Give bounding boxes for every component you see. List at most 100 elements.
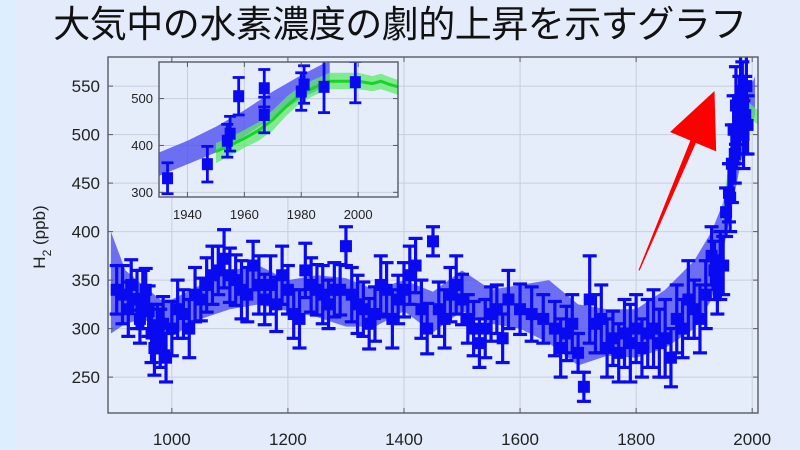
square-marker (345, 288, 358, 301)
square-marker (432, 303, 445, 316)
data-point (161, 161, 174, 196)
x-tick-label: 1200 (269, 430, 307, 449)
arrow-shape (638, 90, 717, 271)
square-marker (116, 288, 129, 301)
data-point (420, 301, 435, 356)
square-marker (177, 308, 190, 321)
square-marker (334, 283, 347, 296)
square-marker (659, 332, 672, 345)
data-point (232, 76, 245, 117)
square-marker (560, 327, 573, 340)
data-point (646, 288, 661, 370)
square-marker (693, 312, 706, 325)
data-point (716, 234, 731, 297)
square-marker (218, 252, 231, 265)
x-tick-label: 1400 (385, 430, 423, 449)
square-marker (572, 346, 585, 359)
square-marker (566, 317, 579, 330)
square-marker (688, 303, 701, 316)
x-tick-label: 1600 (501, 430, 539, 449)
square-marker (496, 332, 509, 345)
square-marker (165, 322, 178, 335)
data-point (478, 297, 493, 360)
square-marker (618, 327, 631, 340)
y-tick-label: 500 (131, 91, 153, 106)
data-point (228, 253, 243, 307)
square-marker (224, 127, 236, 140)
square-marker (467, 322, 480, 335)
main-tick-labels: 1000 1200 1400 1600 1800 2000 250 300 350 400 450 5… (72, 77, 771, 449)
square-marker (450, 278, 463, 291)
square-marker (479, 322, 492, 335)
x-tick-label: 1800 (617, 430, 655, 449)
y-tick-label: 400 (131, 138, 153, 153)
square-marker (276, 269, 289, 282)
data-point (576, 370, 591, 403)
data-point (224, 114, 237, 153)
y-tick-label: 300 (131, 185, 153, 200)
square-marker (670, 312, 683, 325)
square-marker (427, 235, 439, 248)
square-marker (339, 240, 352, 253)
square-marker (601, 342, 614, 355)
square-marker (456, 293, 469, 306)
main-data-points (109, 57, 755, 403)
square-marker (247, 259, 260, 272)
y-tick-label: 300 (72, 320, 100, 339)
data-point (501, 268, 516, 331)
data-point (698, 259, 713, 331)
square-marker (554, 342, 567, 355)
data-point (669, 283, 684, 355)
square-marker (514, 303, 527, 316)
data-point (182, 297, 197, 360)
data-point (402, 244, 417, 306)
data-point (663, 327, 678, 389)
square-marker (221, 134, 233, 147)
square-marker (212, 264, 225, 277)
square-marker (403, 269, 416, 282)
y-tick-label: 550 (72, 77, 100, 96)
square-marker (298, 78, 310, 91)
data-point (338, 225, 353, 268)
square-marker (682, 293, 695, 306)
axes-box (107, 56, 759, 414)
x-tick-label: 1960 (230, 207, 259, 222)
square-marker (444, 288, 457, 301)
square-marker (258, 82, 270, 95)
square-marker (183, 322, 196, 335)
square-marker (647, 322, 660, 335)
square-marker (258, 293, 271, 306)
square-marker (125, 278, 138, 291)
main-axes (107, 56, 759, 414)
square-marker (363, 317, 376, 330)
inset-plot: 1940 1960 1980 2000 300 400 500 (131, 61, 399, 222)
square-marker (316, 288, 329, 301)
square-marker (717, 259, 730, 272)
x-tick-label: 1940 (173, 207, 202, 222)
square-marker (200, 278, 213, 291)
square-marker (664, 351, 677, 364)
data-point (426, 225, 440, 258)
x-tick-label: 2000 (344, 207, 373, 222)
inset-tick-labels: 1940 1960 1980 2000 300 400 500 (131, 91, 372, 222)
square-marker (299, 264, 312, 277)
data-point (349, 62, 362, 105)
square-marker (583, 293, 596, 306)
data-point (156, 294, 171, 353)
square-marker (241, 288, 254, 301)
data-point (495, 312, 510, 365)
data-point (536, 293, 551, 345)
y-tick-label: 450 (72, 174, 100, 193)
inset-axes (158, 61, 399, 198)
square-marker (415, 303, 428, 316)
square-marker (624, 337, 637, 350)
square-marker (233, 90, 245, 103)
red-arrow-annotation (638, 90, 717, 271)
square-marker (409, 259, 422, 272)
data-point (201, 144, 214, 184)
square-marker (699, 288, 712, 301)
square-marker (318, 80, 330, 93)
data-point (524, 285, 539, 343)
data-point (298, 64, 311, 105)
